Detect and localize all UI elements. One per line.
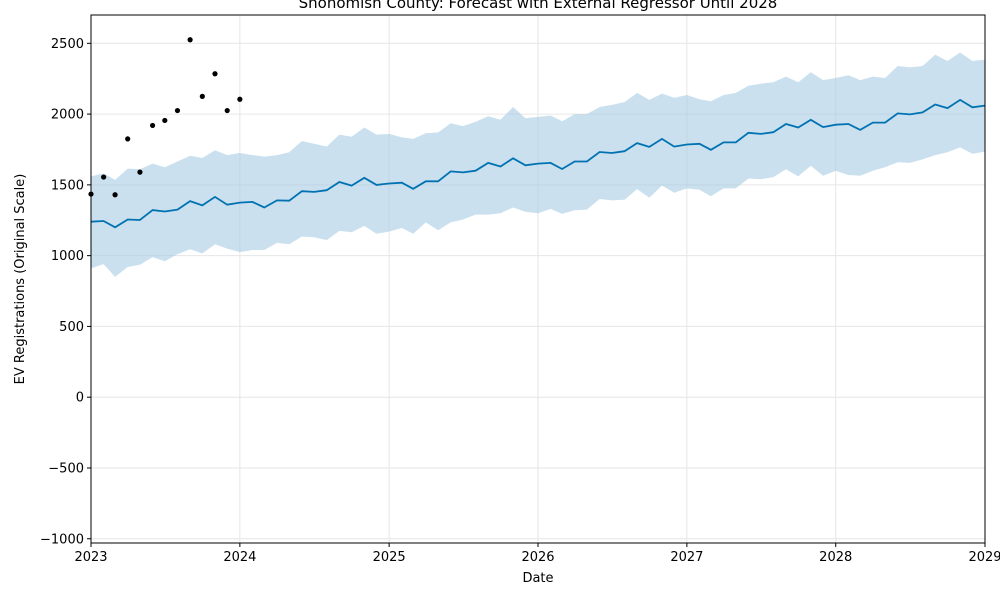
x-tick-label: 2025	[373, 550, 406, 565]
actual-point	[224, 107, 230, 114]
y-tick-label: −500	[48, 461, 84, 476]
x-tick-label: 2029	[968, 550, 1000, 565]
y-tick-label: 1500	[51, 178, 84, 193]
actual-point	[212, 71, 218, 77]
y-tick-label: −1000	[40, 532, 84, 547]
chart-title: Snohomish County: Forecast with External…	[299, 0, 778, 12]
actual-point	[199, 93, 205, 99]
y-tick-label: 2500	[51, 37, 84, 52]
x-tick-label: 2024	[223, 550, 256, 565]
x-tick-label: 2027	[670, 550, 703, 565]
actual-point	[112, 192, 118, 198]
x-tick-label: 2028	[819, 550, 852, 565]
x-tick-label: 2023	[74, 550, 107, 565]
x-axis-ticks: 2023 2024 2025 2026 2027 2028 2029	[74, 543, 1000, 565]
actual-point	[137, 169, 143, 175]
y-tick-label: 1000	[51, 249, 84, 264]
actual-point	[237, 96, 243, 102]
y-tick-label: 2000	[51, 108, 84, 123]
x-tick-label: 2026	[521, 550, 554, 565]
y-axis-title: EV Registrations (Original Scale)	[13, 174, 28, 385]
actual-point	[187, 37, 193, 43]
actual-point	[149, 122, 156, 129]
actual-point	[101, 174, 107, 180]
uncertainty-interval-band	[91, 52, 985, 277]
y-axis-ticks: −1000 −500 0 500 1000 1500 2000 2500	[40, 37, 91, 547]
actual-point	[174, 107, 181, 114]
y-tick-label: 500	[59, 320, 84, 335]
x-axis-title: Date	[522, 571, 553, 586]
actual-points	[88, 37, 243, 198]
actual-point	[125, 136, 131, 142]
forecast-line	[90, 98, 986, 229]
y-tick-label: 0	[76, 391, 84, 406]
actual-point	[162, 117, 168, 124]
